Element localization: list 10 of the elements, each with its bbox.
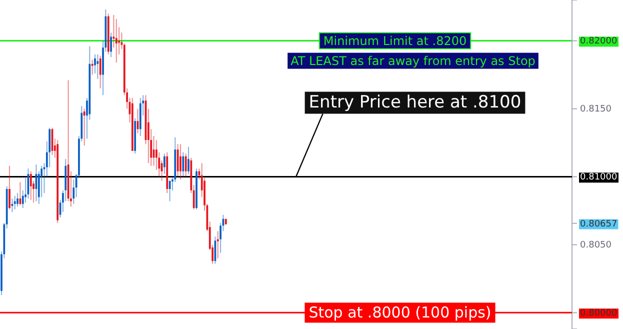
ref-line-label: Entry Price here at .8100 bbox=[308, 92, 522, 113]
y-tick-label: 0.82000 bbox=[580, 36, 618, 47]
y-tick-label: 0.8050 bbox=[580, 240, 612, 251]
ref-line-label: Stop at .8000 (100 pips) bbox=[308, 304, 492, 322]
ref-line-label: Minimum Limit at .8200 bbox=[323, 34, 467, 48]
y-tick-label: 0.8150 bbox=[580, 104, 612, 115]
y-tick-label: 0.80000 bbox=[580, 308, 618, 319]
annotation: AT LEAST as far away from entry as Stop bbox=[290, 54, 536, 68]
y-tick-label: 0.80657 bbox=[580, 219, 618, 230]
y-tick-label: 0.81000 bbox=[580, 172, 618, 183]
